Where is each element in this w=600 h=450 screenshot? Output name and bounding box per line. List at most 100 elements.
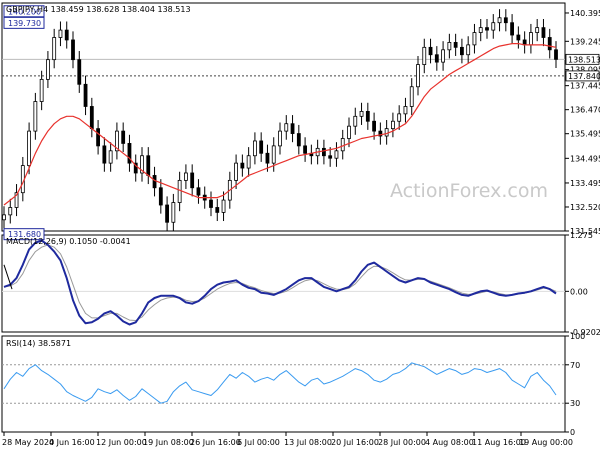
macd-axis-tick-label: 0.00 xyxy=(570,287,588,296)
candle-body xyxy=(535,27,540,33)
level-tag-label: 137.840 xyxy=(568,72,600,81)
candle-body xyxy=(2,214,6,221)
price-axis-tick-label: 131.545 xyxy=(570,227,600,236)
candle-body xyxy=(416,64,420,88)
x-tick-label: 28 Jul 00:00 xyxy=(378,438,426,447)
candle-body xyxy=(265,152,270,164)
candle-body xyxy=(384,128,389,137)
candle-body xyxy=(391,120,395,130)
candle-body xyxy=(77,59,82,85)
rsi-line xyxy=(3,362,557,404)
candle-body xyxy=(96,128,100,147)
macd-trendline xyxy=(3,264,13,290)
rsi-axis-tick-label: 70 xyxy=(570,361,580,370)
annotation-label: 131.680 xyxy=(8,230,41,239)
candle-body xyxy=(152,175,157,189)
candle-body xyxy=(472,32,477,46)
candle-body xyxy=(453,42,458,48)
candle-body xyxy=(290,123,295,134)
rsi-panel: 100 70 30 0 xyxy=(2,332,585,437)
watermark: ActionForex.com xyxy=(390,180,548,202)
x-tick-label: 12 Jun 00:00 xyxy=(96,438,147,447)
candle-body xyxy=(485,27,489,31)
price-axis-tick-label: 133.495 xyxy=(570,179,600,188)
price-axis-tick-label: 136.470 xyxy=(570,106,600,115)
candle-body xyxy=(303,145,307,154)
candle-body xyxy=(359,110,364,117)
price-axis-tick-label: 140.395 xyxy=(570,9,600,18)
candle-body xyxy=(58,29,63,38)
candle-body xyxy=(102,145,107,164)
annotation-label: 140.200 xyxy=(8,7,41,16)
current-price-tag xyxy=(565,53,600,65)
rsi-panel-frame xyxy=(1,335,566,433)
x-tick-label: 26 Jun 16:00 xyxy=(190,438,241,447)
candle-body xyxy=(278,130,282,147)
candle-body xyxy=(353,115,358,127)
candle-body xyxy=(27,130,31,166)
candle-body xyxy=(89,106,94,130)
candle-body xyxy=(271,145,276,164)
candle-body xyxy=(253,140,257,157)
candle-body xyxy=(478,27,483,33)
candle-body xyxy=(246,155,251,169)
candle-body xyxy=(140,155,144,174)
x-tick-label: 4 Jun 16:00 xyxy=(49,438,95,447)
candle-body xyxy=(409,86,414,107)
candle-body xyxy=(372,120,376,132)
price-axis-tick-label: 139.245 xyxy=(570,37,600,46)
candle-body xyxy=(284,123,289,132)
candle-body xyxy=(503,17,508,24)
candle-body xyxy=(403,106,408,115)
candle-body xyxy=(146,155,151,176)
candle-body xyxy=(215,207,220,213)
candle-body xyxy=(165,204,169,223)
candle-body xyxy=(460,46,464,56)
rsi-axis-tick-label: 30 xyxy=(570,399,580,408)
candle-body xyxy=(529,32,533,46)
candle-body xyxy=(39,78,44,102)
candle-body xyxy=(14,192,19,208)
annotation-label: 139.730 xyxy=(8,19,41,28)
candle-body xyxy=(108,150,113,164)
level-tag xyxy=(565,70,600,82)
x-tick-label: 13 Jul 08:00 xyxy=(284,438,332,447)
candle-body xyxy=(516,34,521,41)
candle-body xyxy=(347,125,351,139)
candle-body xyxy=(497,17,502,24)
candle-body xyxy=(171,202,176,223)
x-tick-label: 6 Jul 00:00 xyxy=(237,438,280,447)
price-axis-tick-label: 137.445 xyxy=(570,82,600,91)
x-tick-label: 4 Aug 08:00 xyxy=(425,438,474,447)
x-tick-label: 20 Jul 16:00 xyxy=(331,438,379,447)
candle-body xyxy=(334,150,339,159)
candle-body xyxy=(510,22,514,36)
x-tick-label: 28 May 2020 xyxy=(2,438,54,447)
candle-body xyxy=(64,29,69,41)
candle-body xyxy=(328,155,333,159)
macd-panel-frame xyxy=(1,234,566,333)
candle-body xyxy=(83,83,88,107)
price-axis-tick-label: 134.495 xyxy=(570,154,600,163)
candle-body xyxy=(240,162,245,169)
macd-line xyxy=(3,239,557,326)
candle-body xyxy=(52,37,57,61)
rsi-axis-tick-label: 0 xyxy=(570,428,575,437)
candle-body xyxy=(71,39,75,61)
price-axis-tick-label: 135.495 xyxy=(570,130,600,139)
candle-body xyxy=(46,59,50,80)
moving-average-line xyxy=(3,42,557,206)
macd-axis-tick-label: -0.9202 xyxy=(570,328,600,337)
current-price-tag-label: 138.513 xyxy=(568,55,600,64)
candle-body xyxy=(184,172,188,181)
candle-body xyxy=(190,172,195,189)
candle-body xyxy=(547,37,552,51)
candle-body xyxy=(115,130,119,152)
candle-body xyxy=(378,130,383,137)
candle-body xyxy=(422,46,427,65)
candle-body xyxy=(397,113,402,122)
price-axis-tick-label: 132.520 xyxy=(570,203,600,212)
candle-body xyxy=(221,199,226,213)
